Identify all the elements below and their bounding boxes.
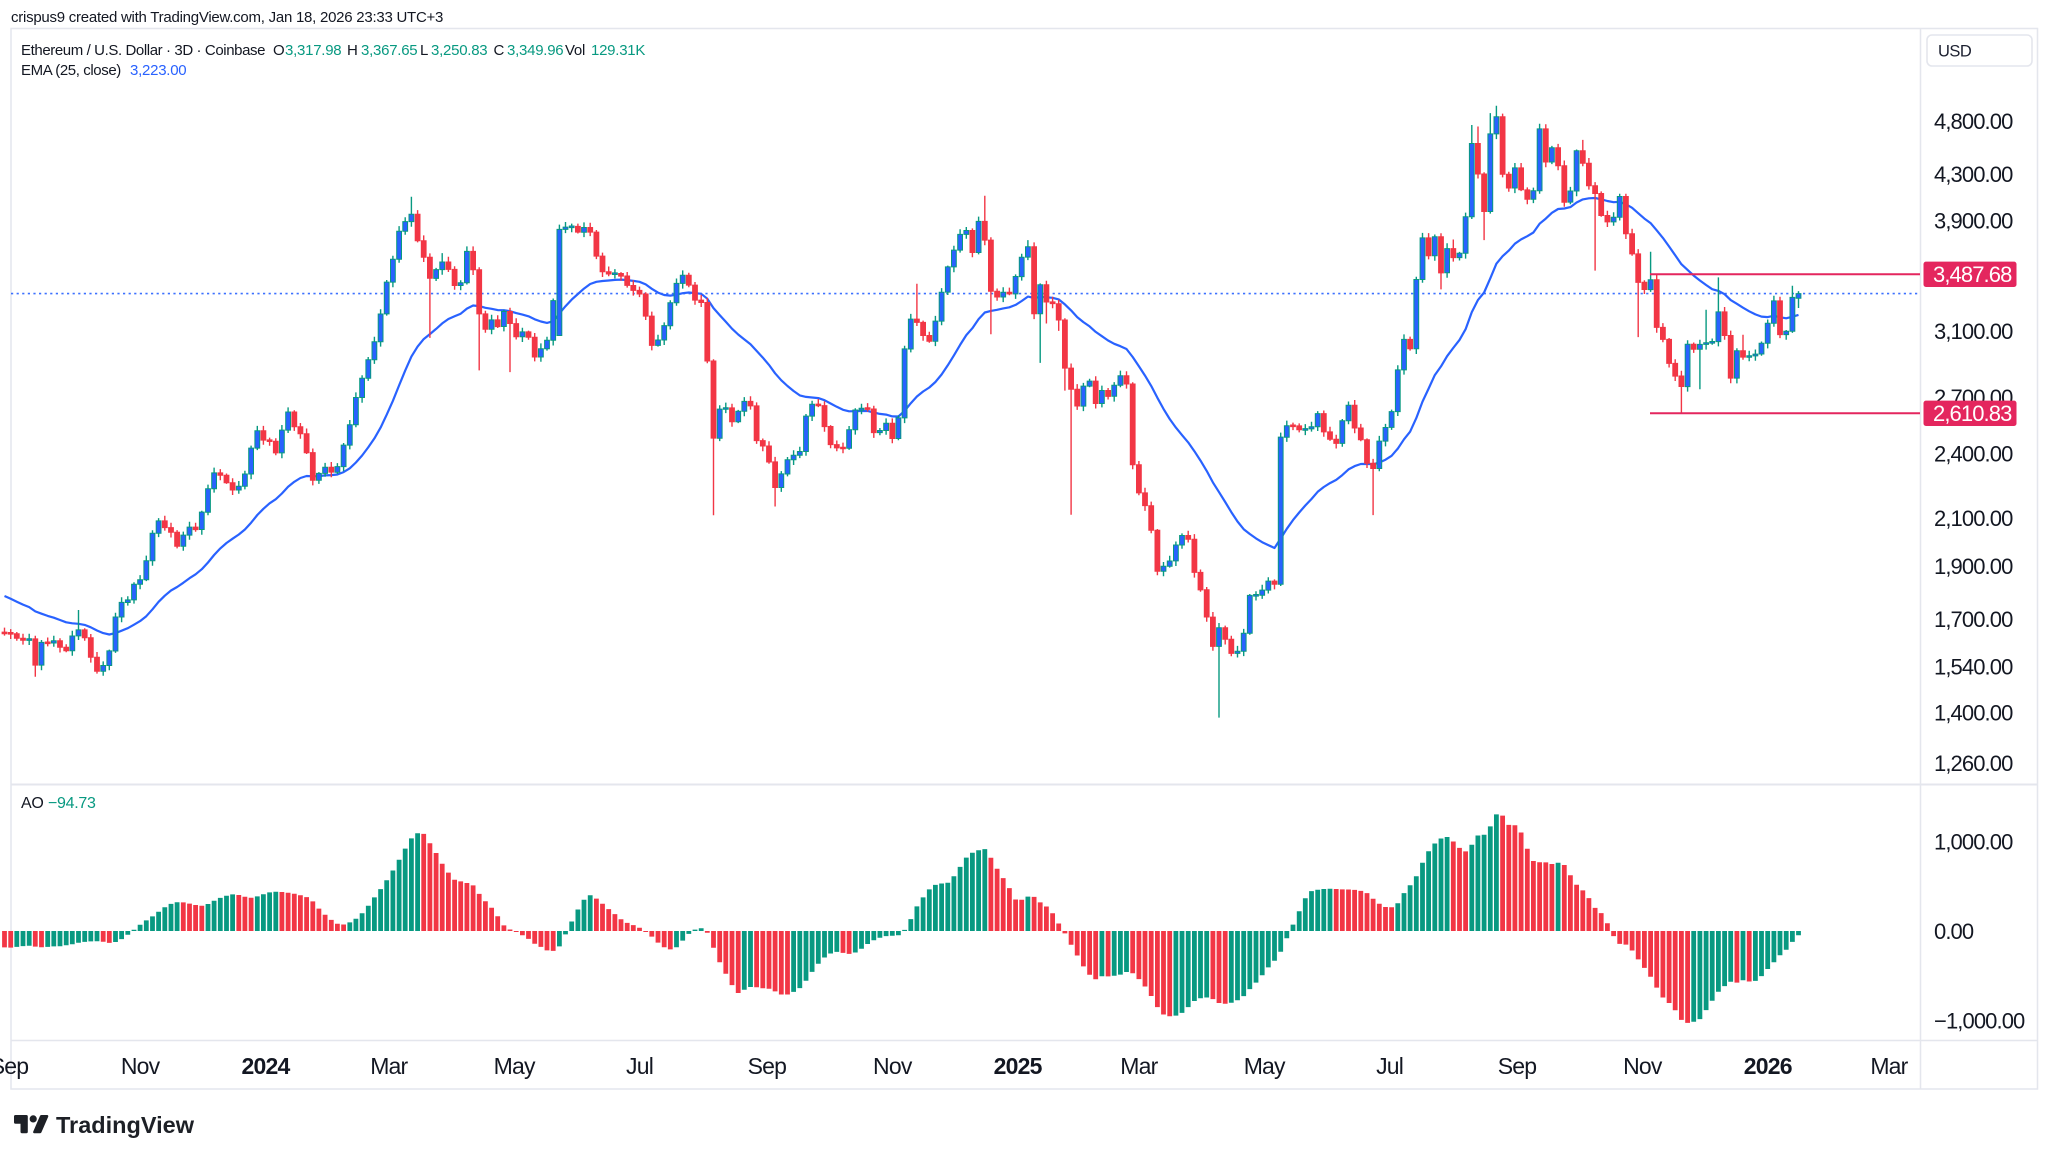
svg-text:1,260.00: 1,260.00	[1934, 751, 2013, 776]
svg-text:Sep: Sep	[1498, 1053, 1537, 1079]
svg-text:2025: 2025	[994, 1053, 1043, 1079]
svg-text:3,250.83: 3,250.83	[431, 42, 487, 59]
svg-text:USD: USD	[1938, 43, 1972, 61]
svg-text:H: H	[347, 42, 358, 59]
svg-text:1,900.00: 1,900.00	[1934, 554, 2013, 579]
svg-text:May: May	[494, 1053, 536, 1079]
svg-text:2,400.00: 2,400.00	[1934, 442, 2013, 467]
svg-text:4,300.00: 4,300.00	[1934, 162, 2013, 187]
svg-text:1,540.00: 1,540.00	[1934, 655, 2013, 680]
svg-text:1,000.00: 1,000.00	[1934, 830, 2013, 855]
svg-text:Nov: Nov	[121, 1053, 161, 1079]
svg-text:Vol: Vol	[565, 42, 585, 59]
svg-text:Mar: Mar	[370, 1053, 408, 1079]
svg-text:2024: 2024	[242, 1053, 291, 1079]
svg-text:Nov: Nov	[873, 1053, 913, 1079]
svg-text:−1,000.00: −1,000.00	[1934, 1009, 2025, 1034]
svg-text:3,900.00: 3,900.00	[1934, 209, 2013, 234]
svg-text:crispus9 created with TradingV: crispus9 created with TradingView.com, J…	[11, 9, 443, 26]
svg-text:3,487.68: 3,487.68	[1933, 262, 2012, 287]
svg-text:129.31K: 129.31K	[591, 42, 645, 59]
svg-text:Mar: Mar	[1870, 1053, 1908, 1079]
svg-text:EMA (25, close): EMA (25, close)	[21, 62, 121, 79]
svg-text:Jul: Jul	[1376, 1053, 1403, 1079]
svg-text:Nov: Nov	[1623, 1053, 1663, 1079]
svg-text:3,317.98: 3,317.98	[285, 42, 341, 59]
svg-text:3,349.96: 3,349.96	[507, 42, 563, 59]
svg-text:Mar: Mar	[1120, 1053, 1158, 1079]
svg-text:Sep: Sep	[0, 1053, 28, 1079]
svg-text:3,367.65: 3,367.65	[361, 42, 417, 59]
svg-text:May: May	[1244, 1053, 1286, 1079]
svg-text:2026: 2026	[1744, 1053, 1792, 1079]
svg-text:1,700.00: 1,700.00	[1934, 607, 2013, 632]
svg-text:C: C	[494, 42, 505, 59]
svg-text:2,610.83: 2,610.83	[1933, 401, 2012, 426]
svg-text:L: L	[420, 42, 428, 59]
svg-text:0.00: 0.00	[1934, 919, 1974, 944]
svg-text:−94.73: −94.73	[48, 795, 96, 812]
svg-text:AO: AO	[21, 795, 44, 812]
svg-text:4,800.00: 4,800.00	[1934, 109, 2013, 134]
svg-text:1,400.00: 1,400.00	[1934, 700, 2013, 725]
svg-text:O: O	[273, 42, 284, 59]
svg-text:3,100.00: 3,100.00	[1934, 319, 2013, 344]
svg-text:TradingView: TradingView	[56, 1112, 195, 1138]
svg-text:Jul: Jul	[626, 1053, 653, 1079]
svg-text:3,223.00: 3,223.00	[130, 62, 186, 79]
svg-text:Ethereum / U.S. Dollar · 3D ·: Ethereum / U.S. Dollar · 3D · Coinbase	[21, 42, 265, 59]
svg-text:2,100.00: 2,100.00	[1934, 506, 2013, 531]
svg-text:Sep: Sep	[748, 1053, 787, 1079]
